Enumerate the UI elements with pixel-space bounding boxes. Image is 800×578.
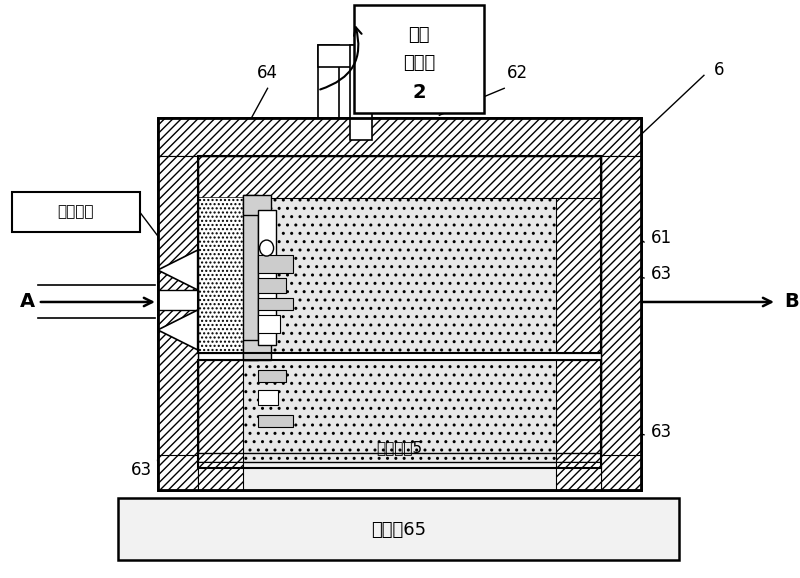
Bar xyxy=(158,156,198,490)
Bar xyxy=(318,45,373,67)
Text: 62: 62 xyxy=(507,64,528,82)
Bar xyxy=(242,195,258,360)
Bar xyxy=(258,370,286,382)
Bar xyxy=(198,462,601,490)
Bar xyxy=(198,462,242,490)
Bar xyxy=(350,45,373,140)
Text: 61: 61 xyxy=(651,229,672,247)
Text: 传感器: 传感器 xyxy=(403,54,435,72)
Polygon shape xyxy=(158,310,198,350)
Polygon shape xyxy=(158,250,198,290)
Bar xyxy=(198,156,601,453)
Bar xyxy=(258,210,275,345)
FancyArrowPatch shape xyxy=(320,27,362,90)
Bar xyxy=(242,197,556,353)
Bar xyxy=(158,118,641,156)
Bar xyxy=(198,156,601,353)
Bar xyxy=(198,360,601,468)
Bar xyxy=(198,197,242,353)
Bar xyxy=(158,290,198,310)
Bar xyxy=(12,192,140,232)
Bar xyxy=(556,462,601,490)
Text: 12: 12 xyxy=(154,458,175,476)
Bar xyxy=(158,118,641,490)
Bar xyxy=(198,175,242,353)
Bar xyxy=(258,298,293,310)
Text: 6: 6 xyxy=(714,61,725,79)
Text: 63: 63 xyxy=(651,265,672,283)
Bar xyxy=(601,156,641,490)
Bar xyxy=(158,118,641,490)
Bar xyxy=(258,278,286,293)
Bar xyxy=(242,340,270,360)
Bar xyxy=(242,360,556,468)
Bar xyxy=(556,175,601,353)
Bar xyxy=(198,360,242,468)
Text: 2: 2 xyxy=(413,83,426,102)
Bar xyxy=(158,455,198,490)
Text: 63: 63 xyxy=(130,461,152,479)
Bar xyxy=(601,455,641,490)
Text: 制冷元件5: 制冷元件5 xyxy=(376,440,422,455)
Text: 63: 63 xyxy=(651,423,672,441)
Text: 64: 64 xyxy=(257,64,278,82)
Text: 温度: 温度 xyxy=(409,27,430,45)
Text: A: A xyxy=(20,292,35,312)
Text: B: B xyxy=(784,292,798,312)
Text: 通光口径: 通光口径 xyxy=(58,205,94,220)
Ellipse shape xyxy=(260,240,274,256)
Bar xyxy=(118,498,679,560)
Bar xyxy=(354,5,484,113)
Bar xyxy=(258,415,293,427)
Bar xyxy=(556,360,601,468)
Bar xyxy=(258,315,279,333)
Bar xyxy=(198,156,601,198)
Bar xyxy=(258,255,293,273)
Bar xyxy=(318,45,339,118)
Bar xyxy=(258,390,278,405)
Text: 散热片65: 散热片65 xyxy=(371,521,426,539)
Bar xyxy=(242,195,270,215)
